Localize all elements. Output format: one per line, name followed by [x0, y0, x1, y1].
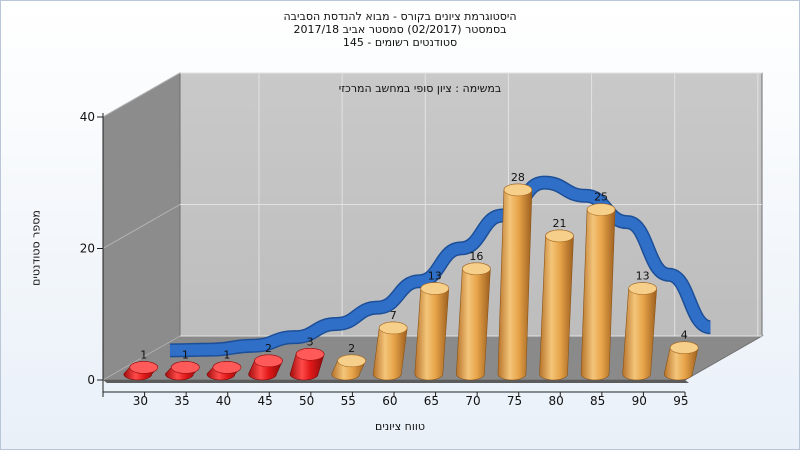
gridline-left	[102, 335, 181, 381]
y-tick-label: 0	[87, 373, 95, 387]
bar-top	[295, 347, 325, 361]
bar-value-label: 13	[428, 270, 442, 283]
bar-body	[497, 183, 533, 381]
histogram-bar: 7	[372, 309, 408, 381]
bar-value-label: 4	[681, 329, 688, 342]
x-tick-label: 80	[548, 394, 563, 408]
bar-value-label: 1	[223, 348, 230, 361]
bar-value-label: 28	[511, 171, 525, 184]
histogram-bar: 13	[414, 270, 450, 381]
bar-value-label: 2	[265, 342, 272, 355]
x-tick-label: 70	[465, 394, 480, 408]
bar-top	[337, 354, 366, 368]
histogram-bar: 1	[206, 348, 242, 381]
x-tick-label: 60	[382, 394, 397, 408]
bar-top	[545, 229, 574, 243]
histogram-bar: 16	[456, 250, 491, 381]
histogram-bar: 21	[539, 217, 574, 381]
bar-top	[420, 282, 450, 295]
bar-value-label: 21	[553, 217, 567, 230]
bar-top	[669, 341, 699, 355]
histogram-bar: 13	[622, 270, 657, 381]
bar-body	[456, 262, 491, 381]
bar-value-label: 1	[182, 348, 189, 361]
x-tick-label: 95	[673, 394, 688, 408]
x-tick-label: 65	[424, 394, 439, 408]
bar-top	[462, 262, 491, 276]
histogram-bar: 1	[165, 348, 200, 381]
bar-value-label: 2	[348, 342, 355, 355]
y-axis-label: מספר סטודנטים	[29, 210, 43, 286]
bar-body	[622, 282, 657, 381]
x-tick-label: 30	[133, 394, 148, 408]
bar-top	[628, 282, 657, 295]
x-tick-label: 40	[216, 394, 231, 408]
bar-value-label: 1	[140, 348, 147, 361]
floor-edge	[103, 380, 689, 383]
x-axis-label: טווח ציונים	[375, 420, 425, 433]
histogram-bar: 2	[248, 342, 283, 381]
x-tick-label: 45	[257, 394, 272, 408]
chart-title: היסטוגרמת ציונים בקורס - מבוא להנדסת הסב…	[0, 10, 800, 49]
chart-annotation: במשימה : ציון סופי במחשב המרכזי	[338, 82, 502, 95]
bar-top	[129, 361, 159, 374]
title-line-1: היסטוגרמת ציונים בקורס - מבוא להנדסת הסב…	[283, 10, 517, 23]
histogram-bar: 3	[289, 335, 325, 381]
bar-value-label: 16	[469, 250, 483, 263]
bar-value-label: 13	[636, 270, 650, 283]
bar-body	[539, 229, 574, 381]
histogram-bar: 4	[663, 329, 699, 381]
x-tick-label: 90	[632, 394, 647, 408]
x-tick-label: 55	[341, 394, 356, 408]
x-tick-label: 50	[299, 394, 314, 408]
title-line-2: בסמסטר (02/2017) סמסטר אביב 2017/18	[293, 23, 507, 36]
x-tick-label: 85	[590, 394, 605, 408]
bar-top	[254, 354, 283, 368]
bar-top	[212, 361, 242, 374]
bar-value-label: 7	[390, 309, 397, 322]
histogram-bar: 25	[580, 191, 616, 381]
bar-body	[414, 282, 450, 381]
y-tick-label: 40	[80, 110, 95, 124]
gridline-left	[102, 72, 181, 118]
y-tick-label: 20	[80, 242, 95, 256]
bar-value-label: 25	[594, 191, 608, 204]
histogram-bar: 2	[331, 342, 366, 381]
bar-top	[171, 361, 200, 374]
bar-top	[503, 183, 533, 197]
normal-curve	[169, 177, 712, 356]
histogram-bar: 1	[123, 348, 159, 381]
title-line-3: סטודנטים רשומים - 145	[342, 36, 458, 49]
bar-value-label: 3	[307, 335, 314, 348]
x-tick-label: 35	[174, 394, 189, 408]
bar-body	[580, 203, 616, 381]
gridline-left	[102, 204, 181, 249]
histogram-bar: 28	[497, 171, 533, 381]
bar-top	[586, 203, 616, 216]
bar-top	[378, 321, 408, 335]
x-tick-label: 75	[507, 394, 522, 408]
